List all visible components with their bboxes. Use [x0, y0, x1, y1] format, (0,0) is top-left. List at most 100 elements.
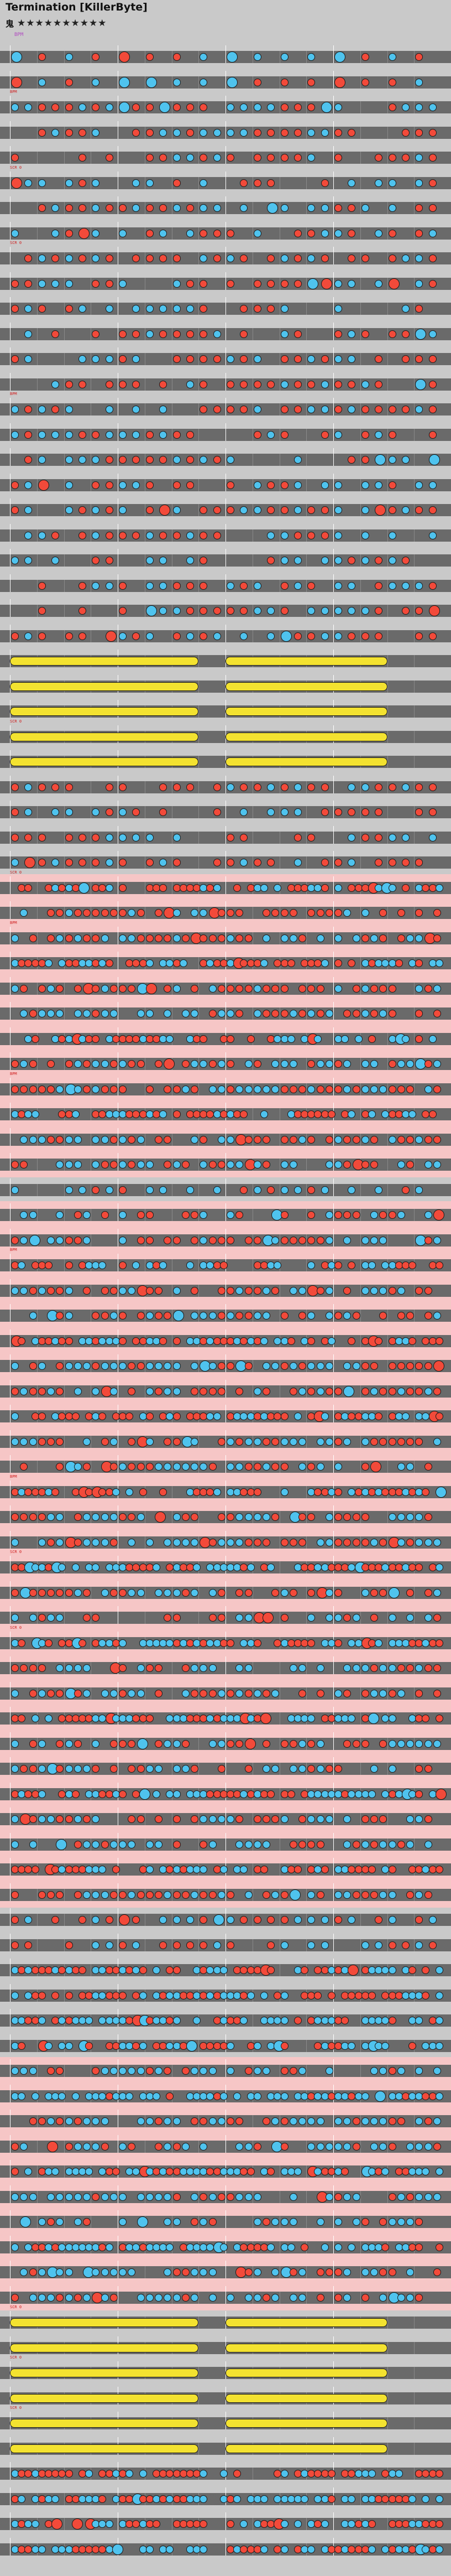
don-note: [51, 1488, 60, 1496]
ka-note: [172, 1588, 181, 1597]
beat-line: [36, 227, 38, 240]
ka-note: [280, 1991, 289, 1999]
ka-note: [74, 1463, 82, 1471]
ka-note: [307, 204, 316, 212]
ka-note: [253, 355, 261, 363]
beat-line: [414, 2115, 415, 2127]
don-note: [388, 2017, 396, 2024]
don-note: [29, 1588, 37, 1597]
don-note: [78, 581, 86, 590]
don-note: [29, 1513, 37, 1521]
don-note: [307, 581, 316, 590]
ka-note: [92, 1538, 100, 1546]
bar-line: [10, 1530, 11, 1549]
don-note: [56, 1765, 64, 1773]
ka-note: [247, 1991, 255, 1999]
ka-note: [352, 2218, 360, 2226]
don-note: [280, 78, 289, 86]
ka-note: [244, 1891, 253, 1899]
ka-note: [433, 1437, 441, 1446]
chart-event-label: SCR 0: [10, 1625, 22, 1630]
ka-note: [280, 2092, 289, 2100]
don-note: [119, 1337, 127, 1345]
ka-note: [78, 305, 86, 313]
ka-note: [47, 1236, 55, 1244]
don-note: [181, 1513, 190, 1521]
chart-event-label: SCR 0: [10, 2305, 22, 2309]
don-note: [105, 557, 113, 564]
ka-note: [38, 2218, 46, 2226]
beat-line: [360, 378, 361, 391]
beat-line: [414, 881, 415, 894]
don-note: [298, 1085, 306, 1093]
ka-note: [217, 1739, 226, 1748]
beat-line: [306, 2014, 307, 2027]
ka-note: [406, 2218, 414, 2226]
don-note: [244, 1286, 253, 1295]
ka-note: [263, 1765, 270, 1773]
bar-line: [10, 2286, 11, 2304]
ka-note: [119, 1236, 127, 1244]
note-lane: [0, 1732, 451, 1750]
don-note: [321, 884, 329, 892]
ka-note: [11, 406, 19, 413]
don-note: [307, 78, 316, 86]
note-lane: [0, 2386, 451, 2404]
beat-line: [360, 1612, 361, 1624]
beat-line: [198, 1360, 200, 1372]
ka-note: [200, 1815, 208, 1823]
beat-line: [36, 2065, 38, 2077]
ka-note: [298, 2117, 306, 2125]
don-note: [155, 1286, 162, 1295]
beat-line: [414, 403, 415, 416]
ka-note: [181, 1538, 190, 1546]
beat-line: [306, 1939, 307, 1951]
beat-line: [306, 1737, 307, 1750]
ka-note: [38, 2017, 46, 2024]
ka-note: [145, 1765, 154, 1773]
ka-note: [401, 305, 410, 313]
ka-note: [159, 557, 167, 564]
ka-note: [325, 1513, 333, 1521]
ka-note: [263, 934, 270, 942]
don-note: [341, 2168, 349, 2175]
ka-note: [213, 1941, 221, 1949]
ka-note: [145, 1840, 154, 1848]
don-note: [267, 859, 275, 866]
don-note: [352, 984, 360, 993]
beat-line: [387, 2216, 388, 2228]
beat-line: [414, 756, 415, 768]
ka-note: [65, 808, 73, 816]
bar-line: [10, 1908, 11, 1926]
don-note: [375, 783, 383, 791]
ka-note: [213, 154, 221, 162]
bar-line: [333, 448, 334, 466]
ka-note: [172, 1538, 181, 1546]
don-note: [31, 1866, 39, 1873]
don-note: [321, 179, 329, 187]
bar-line: [10, 1681, 11, 1700]
ka-note: [428, 330, 437, 338]
beat-line: [64, 1183, 65, 1196]
beat-line: [360, 1360, 361, 1372]
don-note: [235, 909, 244, 917]
ka-note: [235, 1463, 244, 1471]
note-lane: [0, 2286, 451, 2304]
difficulty-label: 鬼: [6, 18, 14, 29]
big-ka-note: [29, 1234, 40, 1246]
ka-note: [56, 1513, 64, 1521]
beat-line: [198, 1259, 200, 1271]
ka-note: [31, 1715, 39, 1722]
don-note: [233, 2470, 242, 2478]
beat-line: [64, 378, 65, 391]
don-note: [368, 1991, 376, 1999]
note-lane: [0, 1128, 451, 1146]
bar-line: [10, 2160, 11, 2178]
ka-note: [401, 456, 410, 464]
don-note: [200, 2520, 208, 2528]
ka-note: [424, 1538, 432, 1546]
ka-note: [388, 557, 396, 564]
beat-line: [360, 1461, 361, 1473]
ka-note: [83, 1362, 91, 1370]
ka-note: [293, 581, 302, 590]
